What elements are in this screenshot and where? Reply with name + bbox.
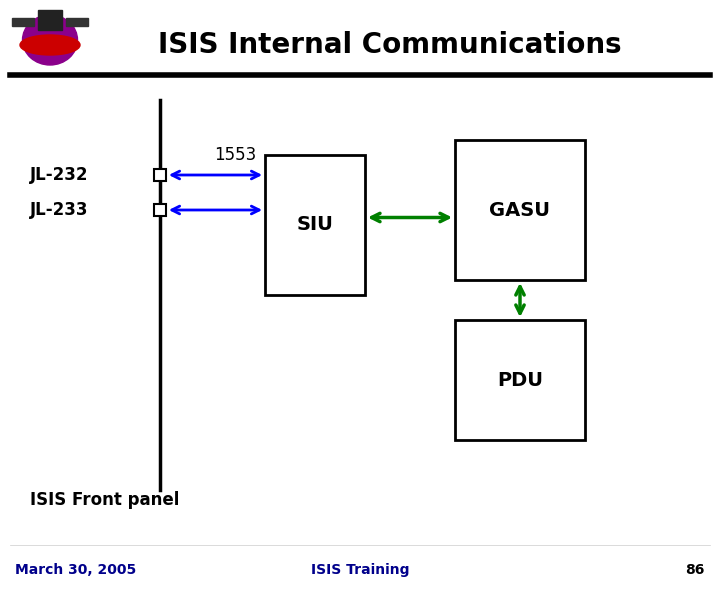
- Text: ISIS Internal Communications: ISIS Internal Communications: [158, 31, 622, 59]
- Ellipse shape: [22, 15, 78, 65]
- Text: JL-233: JL-233: [30, 201, 89, 219]
- Text: 86: 86: [685, 563, 705, 577]
- Text: ISIS Front panel: ISIS Front panel: [30, 491, 179, 509]
- Bar: [66, 18, 88, 26]
- Ellipse shape: [20, 35, 80, 55]
- Text: March 30, 2005: March 30, 2005: [15, 563, 136, 577]
- Text: JL-232: JL-232: [30, 166, 89, 184]
- Bar: [38, 10, 62, 30]
- Text: 1553: 1553: [214, 146, 256, 164]
- Bar: [154, 169, 166, 181]
- Bar: [154, 204, 166, 216]
- Text: GASU: GASU: [490, 201, 551, 219]
- Text: SIU: SIU: [297, 215, 333, 234]
- Bar: [455, 320, 585, 440]
- Bar: [12, 18, 34, 26]
- Text: ISIS Training: ISIS Training: [311, 563, 409, 577]
- Bar: [265, 155, 365, 295]
- Text: PDU: PDU: [497, 371, 543, 389]
- Bar: [455, 140, 585, 280]
